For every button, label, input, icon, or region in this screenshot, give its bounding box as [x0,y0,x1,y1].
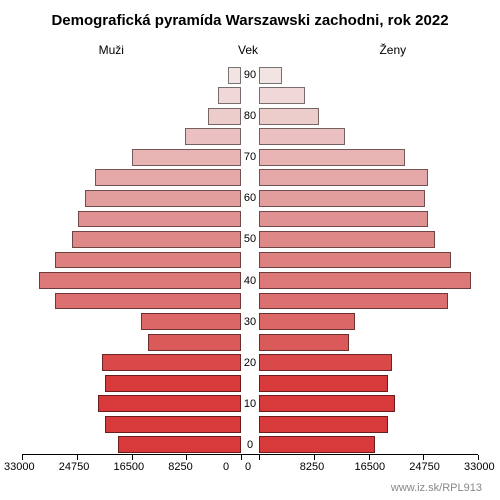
y-axis-tick: 30 [241,316,259,328]
bar-male [208,108,241,125]
y-axis-tick: 10 [241,398,259,410]
y-axis-tick: 0 [241,439,259,451]
bar-male [105,416,241,433]
bar-female [259,211,428,228]
bar-male [78,211,241,228]
bar-female [259,375,388,392]
x-axis-tick-label: 8250 [168,461,192,473]
x-axis-tick-label: 33000 [464,461,495,473]
bar-female [259,313,355,330]
plot-area: 0 10 20 30 40 50 60 70 80 90 [22,65,478,455]
bar-male [55,293,241,310]
bar-female [259,87,305,104]
x-axis-tick-label: 8250 [300,461,324,473]
bar-male [39,272,241,289]
y-axis-tick: 90 [241,69,259,81]
x-axis-tick-label: 16500 [114,461,145,473]
label-male: Muži [99,43,124,57]
y-axis-tick: 80 [241,110,259,122]
bar-female [259,395,395,412]
bar-female [259,293,448,310]
bar-female [259,67,282,84]
bar-male [72,231,241,248]
x-axis-tick-mark [423,455,424,460]
bar-female [259,149,405,166]
watermark: www.iz.sk/RPL913 [391,482,482,494]
bar-male [105,375,241,392]
bar-male [102,354,241,371]
bar-male [85,190,241,207]
x-axis-tick-mark [478,455,479,460]
x-axis-tick-label: 0 [223,461,229,473]
bar-female [259,169,428,186]
bar-male [228,67,241,84]
bar-female [259,190,425,207]
bar-male [95,169,241,186]
x-axis-tick-mark [369,455,370,460]
x-axis-tick-mark [77,455,78,460]
bar-female [259,252,451,269]
x-axis-tick-mark [314,455,315,460]
chart-title: Demografická pyramída Warszawski zachodn… [0,12,500,29]
y-axis-tick: 60 [241,192,259,204]
x-axis-tick-mark [22,455,23,460]
x-axis-tick-label: 16500 [355,461,386,473]
bar-male [185,128,241,145]
x-axis-tick-label: 24750 [59,461,90,473]
y-axis-tick: 40 [241,275,259,287]
bar-female [259,334,349,351]
x-axis-tick-label: 24750 [409,461,440,473]
x-axis-tick-mark [259,455,260,460]
bar-male [98,395,241,412]
bar-female [259,108,319,125]
x-axis-tick-mark [132,455,133,460]
bar-female [259,416,388,433]
label-female: Ženy [379,43,406,57]
bar-female [259,231,435,248]
bar-male [118,436,241,453]
bar-female [259,128,345,145]
bar-female [259,272,471,289]
bar-male [148,334,241,351]
x-axis-tick-mark [241,455,242,460]
label-age: Vek [238,43,258,57]
x-axis-tick-mark [186,455,187,460]
x-axis-tick-label: 33000 [4,461,35,473]
bar-female [259,436,375,453]
y-axis-tick: 70 [241,151,259,163]
bar-female [259,354,392,371]
bar-male [141,313,241,330]
bar-male [218,87,241,104]
y-axis-tick: 20 [241,357,259,369]
y-axis-tick: 50 [241,233,259,245]
bar-male [132,149,242,166]
chart-container: Demografická pyramída Warszawski zachodn… [0,0,500,500]
bar-male [55,252,241,269]
x-axis-tick-label: 0 [245,461,251,473]
